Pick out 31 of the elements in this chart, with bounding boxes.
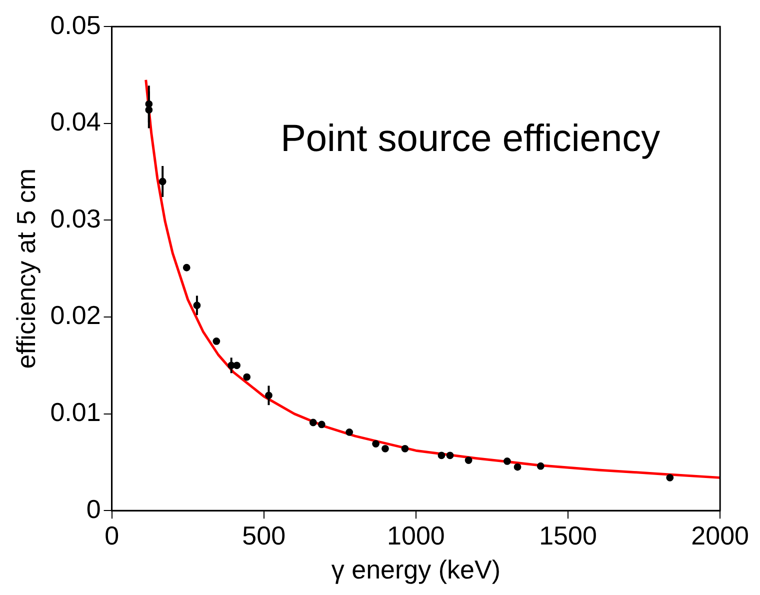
point bbox=[182, 264, 190, 272]
point bbox=[243, 373, 251, 381]
x-tick-label: 1000 bbox=[387, 520, 445, 550]
x-axis-title: γ energy (keV) bbox=[331, 554, 500, 585]
annotation: Point source efficiency bbox=[280, 118, 660, 160]
point bbox=[309, 418, 317, 426]
point bbox=[514, 463, 522, 471]
point bbox=[503, 458, 511, 465]
x-tick-label: 500 bbox=[242, 520, 286, 550]
point bbox=[464, 456, 472, 464]
point bbox=[233, 362, 241, 370]
point bbox=[318, 420, 326, 428]
point bbox=[372, 440, 380, 448]
point bbox=[382, 444, 389, 452]
y-axis-title: efficiency at 5 cm bbox=[10, 168, 41, 369]
y-tick-label: 0.05 bbox=[50, 10, 101, 40]
point bbox=[346, 428, 354, 436]
point bbox=[212, 338, 220, 345]
point bbox=[536, 462, 544, 470]
x-tick-label: 2000 bbox=[691, 520, 749, 550]
y-tick-label: 0.04 bbox=[50, 106, 101, 137]
y-tick-label: 0.03 bbox=[50, 203, 101, 234]
point bbox=[446, 452, 454, 460]
y-tick-label: 0.01 bbox=[50, 396, 101, 427]
y-tick-label: 0 bbox=[86, 494, 101, 524]
point bbox=[666, 474, 674, 482]
x-tick-label: 1500 bbox=[539, 520, 597, 550]
point bbox=[438, 452, 446, 460]
point bbox=[401, 444, 409, 452]
x-tick-label: 0 bbox=[104, 520, 120, 550]
y-tick-label: 0.02 bbox=[50, 300, 101, 330]
